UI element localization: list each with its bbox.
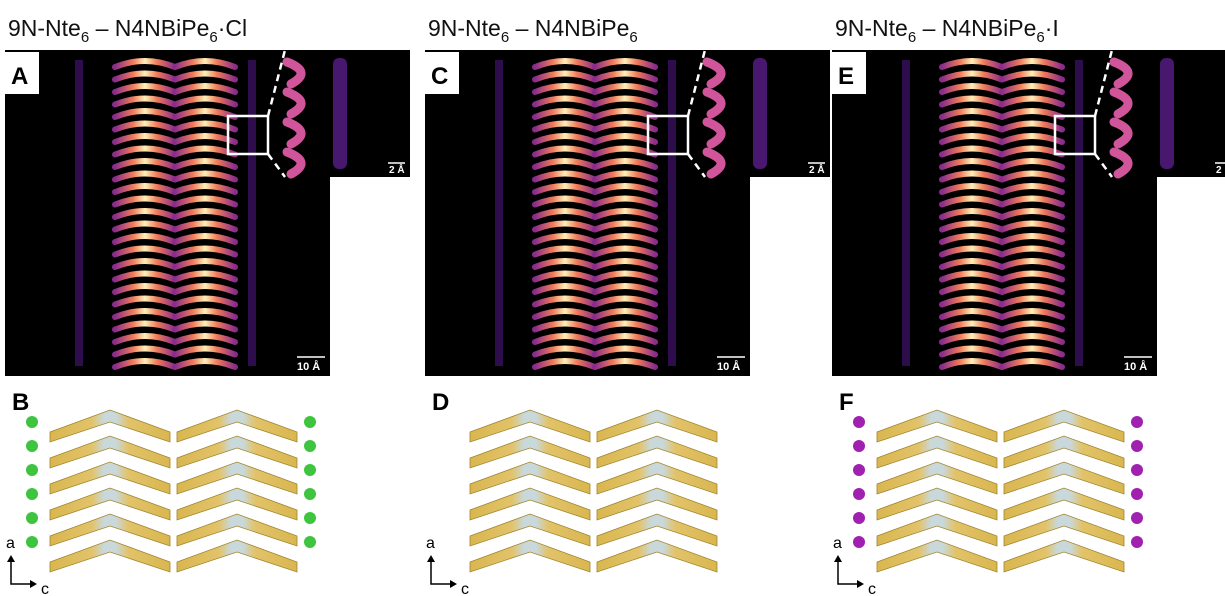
title-text: ·I (1045, 15, 1059, 41)
molecule (50, 540, 170, 572)
ion (853, 440, 865, 452)
ion (1131, 416, 1143, 428)
outer-band (75, 60, 83, 366)
axis-label: c (461, 581, 469, 596)
molecule (1004, 540, 1124, 572)
panel-title: 9N-Nte6 – N4NBiPe6·Cl (8, 15, 247, 46)
title-text: – N4NBiPe (89, 15, 209, 41)
arrow-head (30, 580, 37, 588)
ion (26, 416, 38, 428)
panel-letter: B (12, 389, 29, 416)
ion (1131, 512, 1143, 524)
panel-title: 9N-Nte6 – N4NBiPe6·I (835, 15, 1059, 46)
ion (304, 488, 316, 500)
panel-letter: F (839, 389, 854, 416)
ion (1131, 440, 1143, 452)
map-scale-label: 10 Å (297, 360, 320, 373)
molecule (597, 540, 717, 572)
inset-band (333, 58, 347, 169)
arrow-head (857, 580, 864, 588)
ion (853, 416, 865, 428)
title-text: 9N-Nte (835, 15, 908, 41)
ion (304, 416, 316, 428)
arrow-head (427, 555, 435, 562)
title-subscript: 6 (81, 29, 89, 46)
ion (853, 512, 865, 524)
axis-label: a (6, 535, 15, 552)
ion (1131, 488, 1143, 500)
title-text: 9N-Nte (8, 15, 81, 41)
figure: 9N-Nte6 – N4NBiPe6·Cl2 Å10 ÅABac9N-Nte6 … (0, 0, 1225, 596)
title-subscript: 6 (908, 29, 916, 46)
panel: 9N-Nte6 – N4NBiPe62 Å10 ÅCDac (425, 15, 830, 596)
panel-letter: D (432, 389, 449, 416)
inset-scale-label: 2 Å (809, 163, 825, 176)
arrow-head (834, 555, 842, 562)
ion (853, 488, 865, 500)
panel-letter: E (838, 63, 854, 90)
inset-band (1160, 58, 1174, 169)
ion (26, 536, 38, 548)
molecule (470, 540, 590, 572)
title-subscript: 6 (629, 29, 637, 46)
panel-letter: A (11, 63, 28, 90)
title-text: – N4NBiPe (916, 15, 1036, 41)
axis-label: c (868, 581, 876, 596)
ion (304, 440, 316, 452)
figure-body: 9N-Nte6 – N4NBiPe6·Cl2 Å10 ÅABac9N-Nte6 … (5, 15, 1225, 596)
arrow-head (450, 580, 457, 588)
ion (853, 536, 865, 548)
arrow-head (7, 555, 15, 562)
ion (1131, 536, 1143, 548)
outer-band (248, 60, 256, 366)
ion (304, 512, 316, 524)
title-text: ·Cl (218, 15, 247, 41)
map-scale-label: 10 Å (717, 360, 740, 373)
ion (304, 464, 316, 476)
panel-title: 9N-Nte6 – N4NBiPe6 (428, 15, 638, 46)
inset-scale-label: 2 (1216, 165, 1222, 176)
axis-label: a (833, 535, 842, 552)
title-text: – N4NBiPe (509, 15, 629, 41)
title-subscript: 6 (209, 29, 217, 46)
title-subscript: 6 (501, 29, 509, 46)
inset-band (753, 58, 767, 169)
ion (853, 464, 865, 476)
axis-label: a (426, 535, 435, 552)
outer-band (495, 60, 503, 366)
ion (304, 536, 316, 548)
axis-label: c (41, 581, 49, 596)
title-subscript: 6 (1036, 29, 1044, 46)
panel-letter: C (431, 63, 448, 90)
molecule (177, 540, 297, 572)
ion (26, 464, 38, 476)
inset-scale-label: 2 Å (389, 163, 405, 176)
title-text: 9N-Nte (428, 15, 501, 41)
outer-band (902, 60, 910, 366)
molecule (877, 540, 997, 572)
ion (26, 488, 38, 500)
outer-band (668, 60, 676, 366)
ion (1131, 464, 1143, 476)
map-scale-label: 10 Å (1124, 360, 1147, 373)
ion (26, 512, 38, 524)
outer-band (1075, 60, 1083, 366)
ion (26, 440, 38, 452)
